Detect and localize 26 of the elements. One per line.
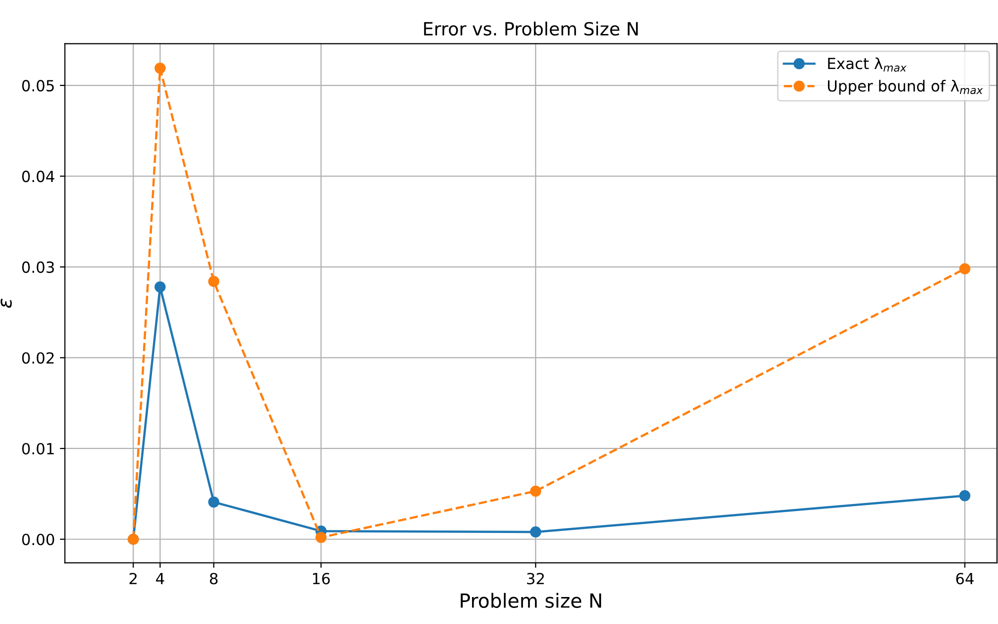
chart-title: Error vs. Problem Size N (424, 22, 638, 36)
x-tick-label: 4 (156, 573, 164, 584)
point (530, 486, 542, 497)
y-tick-label: 0.01 (22, 442, 54, 455)
x-tick-label: 32 (527, 572, 544, 584)
y-tick-label: 0.03 (22, 261, 54, 273)
x-axis-title: Problem size N (460, 592, 602, 608)
legend-label: Exact λ$_{max}$ (828, 57, 907, 72)
point (154, 281, 166, 292)
point (208, 276, 220, 288)
point (315, 532, 327, 543)
y-axis-title: ε (0, 298, 12, 308)
x-tick-label: 8 (210, 572, 218, 584)
y-tick-label: 0.00 (22, 534, 54, 546)
x-tick-label: 16 (312, 572, 330, 584)
y-tick-label: 0.05 (22, 80, 54, 92)
point (959, 263, 970, 274)
x-tick-label: 64 (956, 572, 974, 584)
point (154, 62, 166, 74)
point (530, 526, 542, 538)
y-tick-label: 0.04 (22, 170, 54, 182)
legend-label: Upper bound of λ$_{max}$ (828, 80, 983, 95)
y-tick-label: 0.02 (22, 352, 54, 364)
point (959, 490, 970, 502)
x-tick-label: 2 (130, 572, 137, 584)
point (208, 496, 220, 508)
